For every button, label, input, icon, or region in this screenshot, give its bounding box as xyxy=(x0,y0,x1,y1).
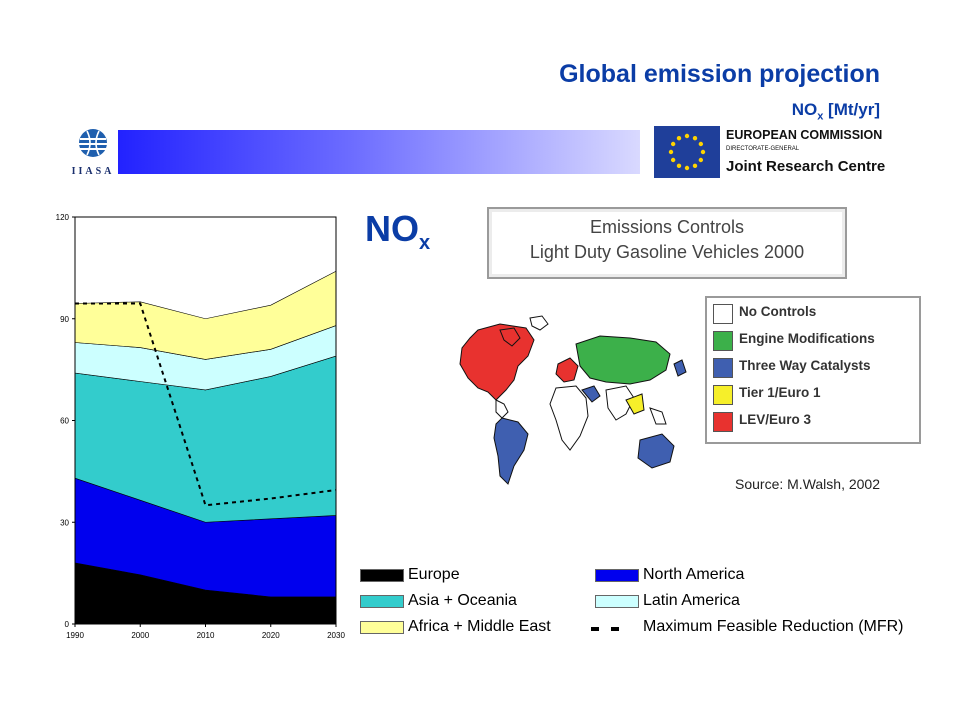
eu-star-icon xyxy=(692,135,698,141)
page-title: Global emission projection xyxy=(559,60,880,88)
map-source-note: Source: M.Walsh, 2002 xyxy=(735,476,880,492)
chart-legend-swatch xyxy=(360,621,404,634)
chart-legend-swatch xyxy=(360,569,404,582)
x-tick-label: 2010 xyxy=(197,631,215,640)
y-tick-label: 60 xyxy=(60,417,69,426)
map-legend-label: LEV/Euro 3 xyxy=(739,412,812,427)
eu-star-icon xyxy=(668,149,674,155)
page-subtitle: NOx [Mt/yr] xyxy=(640,100,880,122)
map-legend-swatch xyxy=(713,385,733,405)
chart-legend-swatch xyxy=(595,569,639,582)
chart-legend-label: Maximum Feasible Reduction (MFR) xyxy=(643,618,904,635)
map-legend: No Controls Engine Modifications Three Way… xyxy=(705,296,921,444)
ec-logo-line2: DIRECTORATE-GENERAL xyxy=(726,146,800,152)
eu-star-icon xyxy=(670,141,676,147)
emissions-controls-title-line1: Emissions Controls xyxy=(589,217,745,237)
chart-legend-label: Asia + Oceania xyxy=(408,592,517,609)
map-legend-label: No Controls xyxy=(739,304,817,319)
ec-logo-line3: Joint Research Centre xyxy=(726,158,885,175)
mfr-dashed-line xyxy=(75,302,337,507)
world-map-image xyxy=(459,315,687,485)
eu-star-icon xyxy=(698,141,704,147)
chart-legend-label: Africa + Middle East xyxy=(408,618,551,635)
y-tick-label: 30 xyxy=(60,518,69,527)
chart-legend-swatch xyxy=(360,595,404,608)
map-legend-swatch xyxy=(713,304,733,324)
x-tick-label: 1990 xyxy=(66,631,84,640)
ec-logo-line1: EUROPEAN COMMISSION xyxy=(726,128,882,142)
eu-star-icon xyxy=(700,149,706,155)
y-tick-label: 0 xyxy=(65,620,70,629)
map-legend-label: Tier 1/Euro 1 xyxy=(739,385,821,400)
subtitle-subscript: x xyxy=(817,110,824,123)
chart-legend-swatch xyxy=(591,627,625,631)
eu-star-icon xyxy=(676,135,682,141)
chart-legend-label: Europe xyxy=(408,566,460,583)
emissions-controls-title-line2: Light Duty Gasoline Vehicles 2000 xyxy=(529,242,805,262)
map-legend-label: Three Way Catalysts xyxy=(739,358,871,373)
eu-star-icon xyxy=(670,157,676,163)
chart-legend-swatch xyxy=(595,595,639,608)
eu-star-icon xyxy=(684,165,690,171)
x-tick-label: 2000 xyxy=(131,631,149,640)
nox-main: NO xyxy=(365,208,419,249)
eu-star-icon xyxy=(692,163,698,169)
x-tick-label: 2030 xyxy=(327,631,345,640)
emissions-controls-title-box: Emissions Controls Light Duty Gasoline V… xyxy=(487,207,847,279)
european-commission-logo: EUROPEAN COMMISSION DIRECTORATE-GENERAL … xyxy=(654,126,885,178)
x-tick-label: 2020 xyxy=(262,631,280,640)
map-legend-label: Engine Modifications xyxy=(739,331,875,346)
iiasa-logo-text: IIASA xyxy=(72,166,115,177)
y-tick-label: 120 xyxy=(56,213,70,222)
subtitle-unit: [Mt/yr] xyxy=(823,100,880,119)
map-legend-swatch xyxy=(713,331,733,351)
nox-heading: NOx xyxy=(365,208,430,255)
chart-legend-label: Latin America xyxy=(643,592,740,609)
eu-star-icon xyxy=(676,163,682,169)
y-tick-label: 90 xyxy=(60,315,69,324)
nox-subscript: x xyxy=(419,232,431,255)
map-legend-swatch xyxy=(713,412,733,432)
subtitle-main: NO xyxy=(791,100,818,119)
eu-star-icon xyxy=(684,133,690,139)
chart-legend-label: North America xyxy=(643,566,745,583)
iiasa-logo: IIASA xyxy=(72,129,115,177)
eu-star-icon xyxy=(698,157,704,163)
map-legend-swatch xyxy=(713,358,733,378)
header-gradient-banner xyxy=(118,130,640,174)
nox-area-chart: 0 30 60 90 120 1990 2000 2010 2020 2030 xyxy=(56,213,346,640)
